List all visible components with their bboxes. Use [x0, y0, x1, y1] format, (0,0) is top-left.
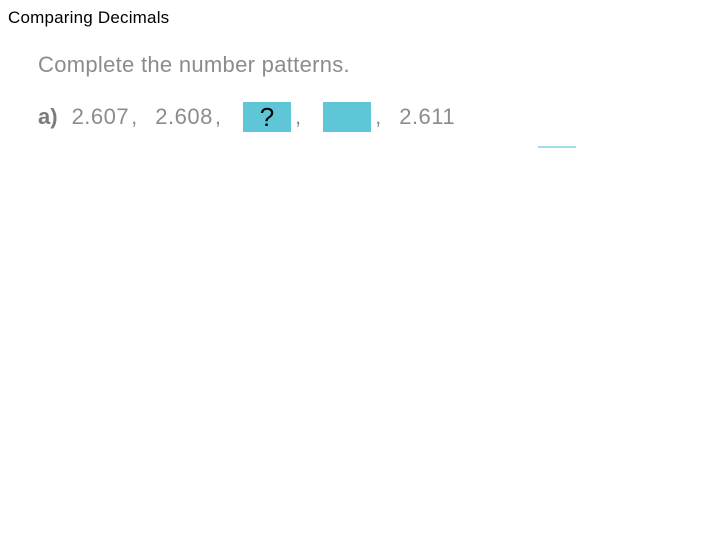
sequence-number: 2.607 [72, 104, 130, 130]
page-title: Comparing Decimals [8, 8, 169, 28]
problem-label: a) [38, 104, 58, 130]
blank-box-q[interactable]: ? [243, 102, 291, 132]
sequence-number: 2.611 [399, 104, 455, 130]
comma: , [131, 104, 137, 130]
instruction-text: Complete the number patterns. [38, 52, 350, 78]
sequence-number: 2.608 [155, 104, 213, 130]
comma: , [295, 104, 301, 130]
underline-mark [538, 146, 576, 148]
question-mark: ? [260, 102, 274, 133]
comma: , [375, 104, 381, 130]
blank-box[interactable] [323, 102, 371, 132]
problem-a-row: a) 2.607 , 2.608 , ? , , 2.611 [38, 100, 455, 134]
comma: , [215, 104, 221, 130]
